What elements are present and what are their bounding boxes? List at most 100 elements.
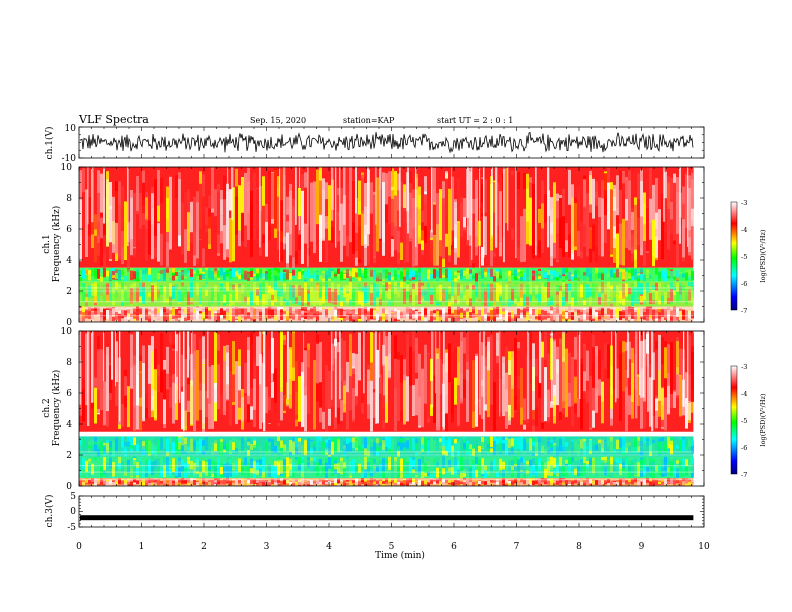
spectrogram-cell [274, 168, 277, 229]
ch1-colorbar-tick-m6: -6 [741, 280, 747, 288]
spectrogram-cell [682, 203, 685, 262]
spectrogram-cell [460, 269, 463, 280]
spectrogram-cell [310, 308, 313, 319]
spectrogram-cell [142, 310, 145, 318]
spectrogram-cell [664, 284, 667, 292]
spectrogram-cell [223, 446, 226, 450]
spectrogram-cell [655, 436, 658, 445]
spectrogram-cell [460, 310, 463, 318]
spectrogram-cell [685, 442, 688, 450]
spectrogram-cell [553, 310, 556, 322]
spectrogram-cell [418, 313, 421, 317]
spectrogram-cell [211, 288, 214, 301]
spectrogram-cell [601, 179, 604, 199]
spectrogram-cell [682, 274, 685, 278]
spectrogram-cell [469, 269, 472, 274]
spectrogram-cell [133, 479, 136, 483]
spectrogram-cell [118, 456, 121, 464]
spectrogram-cell [397, 274, 400, 278]
spectrogram-cell [157, 283, 160, 295]
spectrogram-cell [541, 341, 544, 359]
spectrogram-cell [421, 481, 424, 486]
spectrogram-cell [442, 443, 445, 455]
spectrogram-cell [139, 355, 142, 372]
spectrogram-cell [571, 457, 574, 463]
spectrogram-cell [568, 383, 571, 407]
spectrogram-cell [136, 467, 139, 476]
spectrogram-cell [691, 168, 694, 209]
spectrogram-cell [199, 274, 202, 281]
spectrogram-cell [691, 457, 694, 465]
spectrogram-cell [628, 272, 631, 279]
spectrogram-cell [187, 295, 190, 304]
spectrogram-cell [502, 268, 505, 279]
spectrogram-cell [406, 459, 409, 464]
spectrogram-cell [331, 343, 334, 371]
spectrogram-cell [520, 276, 523, 281]
spectrogram-cell [445, 289, 448, 301]
spectrogram-cell [103, 350, 106, 426]
spectrogram-cell [211, 316, 214, 322]
spectrogram-cell [691, 332, 694, 357]
spectrogram-cell [547, 353, 550, 423]
spectrogram-cell [574, 460, 577, 471]
spectrogram-cell [391, 275, 394, 281]
spectrogram-cell [664, 273, 667, 282]
spectrogram-cell [679, 333, 682, 391]
spectrogram-cell [430, 294, 433, 305]
spectrogram-cell [226, 290, 229, 304]
spectrogram-cell [118, 458, 121, 469]
spectrogram-cell [574, 336, 577, 360]
ch1-colorbar-tick-m4: -4 [741, 226, 747, 234]
ch2-spectrogram-image [79, 331, 694, 486]
spectrogram-cell [340, 460, 343, 473]
spectrogram-cell [496, 317, 499, 320]
spectrogram-cell [595, 286, 598, 302]
spectrogram-cell [106, 451, 109, 455]
start-ut-label: start UT = 2 : 0 : 1 [437, 116, 513, 125]
spectrogram-cell [187, 438, 190, 447]
spectrogram-cell [673, 359, 676, 392]
spectrogram-cell [199, 338, 202, 386]
spectrogram-cell [238, 478, 241, 480]
spectrogram-cell [217, 283, 220, 296]
spectrogram-cell [316, 462, 319, 476]
spectrogram-cell [475, 356, 478, 427]
spectrogram-cell [571, 442, 574, 456]
spectrogram-cell [112, 308, 115, 315]
spectrogram-cell [619, 268, 622, 272]
spectrogram-cell [574, 268, 577, 278]
spectrogram-cell [406, 271, 409, 280]
spectrogram-cell [493, 301, 496, 306]
spectrogram-cell [214, 189, 217, 217]
spectrogram-cell [88, 197, 91, 236]
spectrogram-cell [421, 315, 424, 320]
spectrogram-cell [475, 469, 478, 478]
spectrogram-cell [643, 234, 646, 266]
spectrogram-cell [79, 456, 82, 472]
spectrogram-cell [481, 342, 484, 386]
spectrogram-cell [286, 287, 289, 299]
spectrogram-cell [154, 314, 157, 321]
spectrogram-cell [337, 195, 340, 260]
spectrogram-cell [670, 200, 673, 267]
spectrogram-cell [124, 480, 127, 485]
spectrogram-cell [259, 479, 262, 485]
spectrogram-cell [355, 463, 358, 475]
spectrogram-cell [79, 481, 82, 485]
spectrogram-cell [304, 386, 307, 432]
spectrogram-cell [577, 268, 580, 272]
spectrogram-burst [299, 167, 301, 231]
spectrogram-cell [295, 481, 298, 486]
spectrogram-cell [682, 167, 685, 220]
spectrogram-cell [157, 376, 160, 415]
spectrogram-cell [559, 314, 562, 322]
spectrogram-cell [409, 439, 412, 452]
spectrogram-cell [454, 460, 457, 475]
spectrogram-cell [343, 440, 346, 456]
spectrogram-cell [292, 436, 295, 442]
spectrogram-cell [487, 268, 490, 273]
spectrogram-cell [220, 441, 223, 457]
spectrogram-cell [565, 267, 568, 273]
spectrogram-cell [409, 346, 412, 386]
